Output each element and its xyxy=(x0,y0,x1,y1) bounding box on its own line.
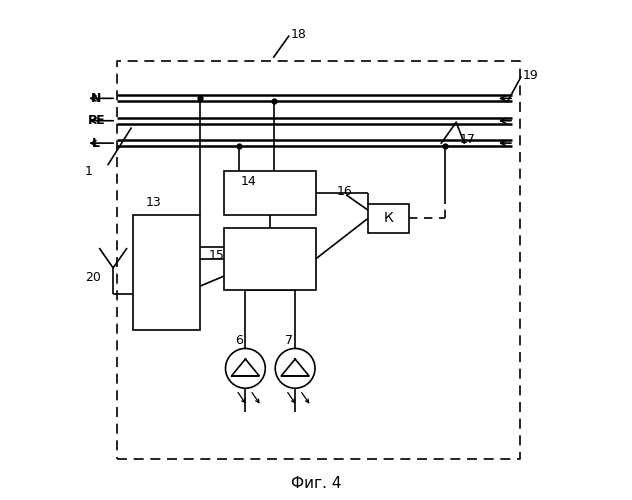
Text: 20: 20 xyxy=(85,271,101,284)
Text: 1: 1 xyxy=(84,165,92,178)
Bar xyxy=(224,172,316,215)
Bar xyxy=(133,215,200,330)
Text: 15: 15 xyxy=(209,250,225,262)
Bar xyxy=(368,204,409,233)
Text: Фиг. 4: Фиг. 4 xyxy=(291,476,341,491)
Text: L: L xyxy=(92,136,100,149)
Text: К: К xyxy=(384,211,394,225)
Bar xyxy=(224,228,316,290)
Text: 14: 14 xyxy=(240,175,256,188)
Text: 18: 18 xyxy=(291,28,307,41)
Text: 7: 7 xyxy=(285,334,293,347)
Text: PE: PE xyxy=(87,114,105,127)
Text: 19: 19 xyxy=(522,69,538,82)
Text: 16: 16 xyxy=(337,185,353,198)
Text: 13: 13 xyxy=(146,196,162,209)
Text: N: N xyxy=(91,92,101,105)
Text: 6: 6 xyxy=(236,334,243,347)
Text: 17: 17 xyxy=(459,133,475,146)
